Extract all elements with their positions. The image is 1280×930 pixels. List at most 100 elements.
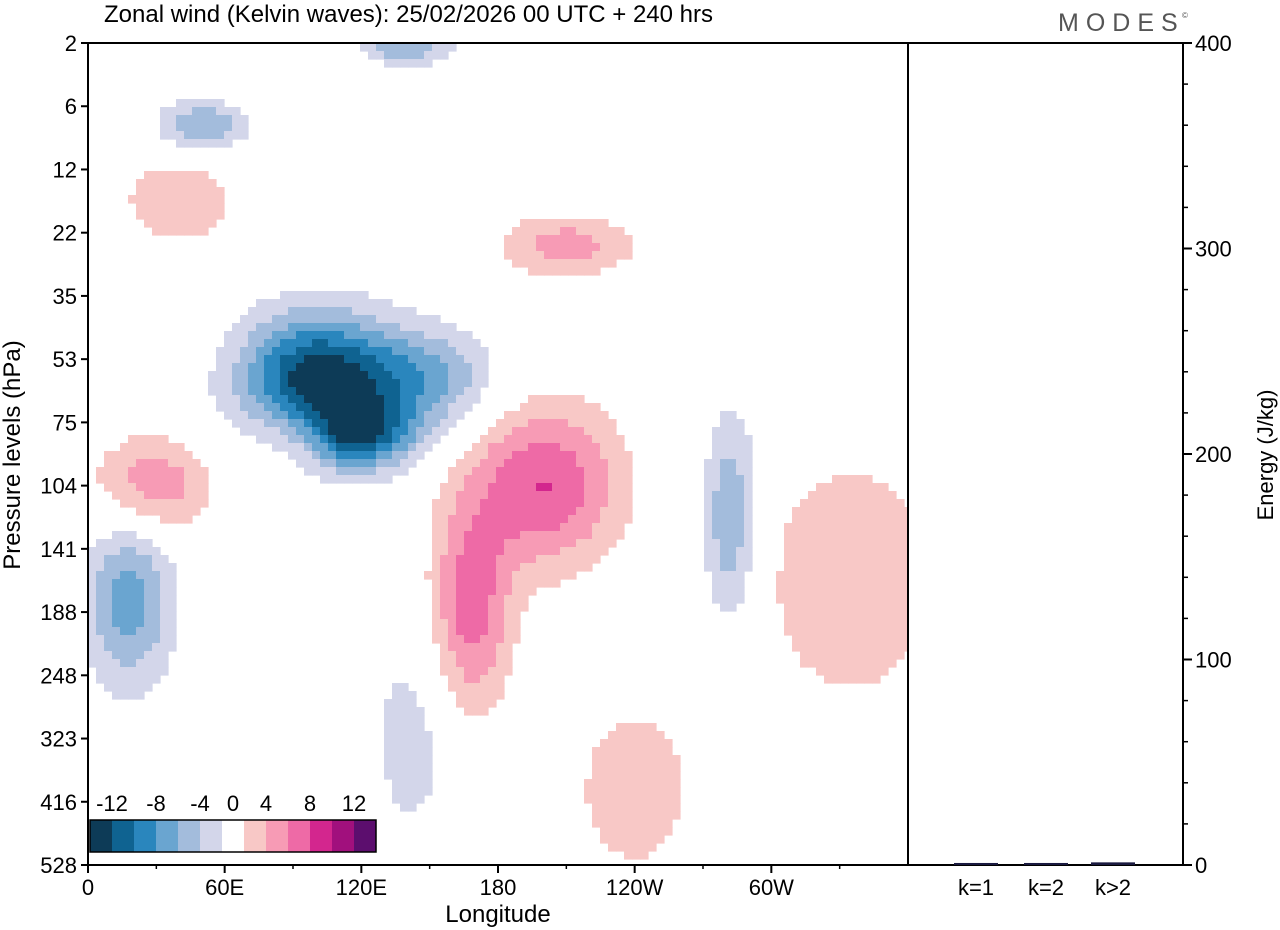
heatmap-cell (560, 451, 569, 460)
heatmap-cell (280, 403, 289, 412)
heatmap-cell (384, 371, 393, 380)
heatmap-cell (736, 531, 745, 540)
heatmap-cell (480, 475, 489, 484)
heatmap-cell (336, 379, 345, 388)
heatmap-cell (584, 531, 593, 540)
heatmap-cell (824, 659, 833, 668)
heatmap-cell (232, 323, 241, 332)
y-tick-label: 104 (40, 474, 77, 499)
heatmap-cell (472, 595, 481, 604)
heatmap-cell (424, 43, 433, 52)
heatmap-cell (448, 563, 457, 572)
heatmap-cell (192, 203, 201, 212)
heatmap-cell (624, 763, 633, 772)
heatmap-cell (840, 611, 849, 620)
heatmap-cell (560, 251, 569, 260)
heatmap-cell (728, 547, 737, 556)
heatmap-cell (416, 51, 425, 60)
heatmap-cell (408, 707, 417, 716)
heatmap-cell (576, 243, 585, 252)
heatmap-cell (840, 651, 849, 660)
heatmap-cell (328, 323, 337, 332)
heatmap-cell (360, 451, 369, 460)
heatmap-cell (288, 379, 297, 388)
heatmap-cell (864, 531, 873, 540)
heatmap-cell (312, 443, 321, 452)
heatmap-cell (576, 259, 585, 268)
heatmap-cell (848, 611, 857, 620)
heatmap-cell (528, 499, 537, 508)
heatmap-cell (816, 483, 825, 492)
heatmap-cell (656, 803, 665, 812)
heatmap-cell (648, 795, 657, 804)
heatmap-cell (848, 603, 857, 612)
heatmap-cell (248, 371, 257, 380)
heatmap-cell (608, 427, 617, 436)
heatmap-cell (728, 483, 737, 492)
colorbar-swatch (310, 820, 332, 852)
heatmap-cell (400, 763, 409, 772)
heatmap-cell (120, 595, 129, 604)
heatmap-cell (424, 787, 433, 796)
heatmap-cell (888, 619, 897, 628)
heatmap-cell (720, 539, 729, 548)
heatmap-cell (704, 515, 713, 524)
heatmap-cell (848, 675, 857, 684)
heatmap-cell (808, 531, 817, 540)
heatmap-cell (520, 547, 529, 556)
heatmap-cell (424, 571, 433, 580)
heatmap-cell (480, 507, 489, 516)
heatmap-cell (416, 715, 425, 724)
heatmap-cell (104, 667, 113, 676)
heatmap-cell (904, 627, 908, 636)
heatmap-cell (840, 523, 849, 532)
heatmap-cell (624, 803, 633, 812)
heatmap-cell (328, 315, 337, 324)
heatmap-cell (600, 419, 609, 428)
heatmap-cell (424, 323, 433, 332)
y-tick-label: 35 (53, 284, 77, 309)
heatmap-cell (864, 619, 873, 628)
heatmap-cell (704, 507, 713, 516)
heatmap-cell (384, 307, 393, 316)
heatmap-cell (512, 459, 521, 468)
heatmap-cell (240, 331, 249, 340)
heatmap-cell (488, 571, 497, 580)
heatmap-cell (304, 387, 313, 396)
heatmap-cell (408, 435, 417, 444)
heatmap-cell (128, 635, 137, 644)
heatmap-cell (904, 603, 908, 612)
heatmap-cell (472, 611, 481, 620)
heatmap-cell (400, 803, 409, 812)
heatmap-cell (472, 451, 481, 460)
heatmap-cell (672, 755, 681, 764)
heatmap-cell (648, 747, 657, 756)
heatmap-cell (152, 227, 161, 236)
heatmap-cell (416, 339, 425, 348)
heatmap-cell (96, 667, 105, 676)
heatmap-cell (536, 243, 545, 252)
heatmap-cell (136, 539, 145, 548)
heatmap-cell (840, 507, 849, 516)
heatmap-cell (616, 811, 625, 820)
heatmap-cell (856, 499, 865, 508)
heatmap-cell (560, 475, 569, 484)
heatmap-cell (488, 667, 497, 676)
heatmap-cell (584, 267, 593, 276)
heatmap-cell (464, 659, 473, 668)
heatmap-cell (192, 491, 201, 500)
heatmap-cell (424, 731, 433, 740)
heatmap-cell (456, 547, 465, 556)
heatmap-cell (448, 531, 457, 540)
heatmap-cell (368, 427, 377, 436)
heatmap-cell (336, 355, 345, 364)
heatmap-cell (408, 323, 417, 332)
heatmap-cell (528, 219, 537, 228)
heatmap-cell (408, 451, 417, 460)
wind-contour-field (88, 43, 908, 860)
heatmap-cell (448, 539, 457, 548)
heatmap-cell (624, 819, 633, 828)
heatmap-cell (704, 483, 713, 492)
heatmap-cell (656, 827, 665, 836)
heatmap-cell (488, 579, 497, 588)
